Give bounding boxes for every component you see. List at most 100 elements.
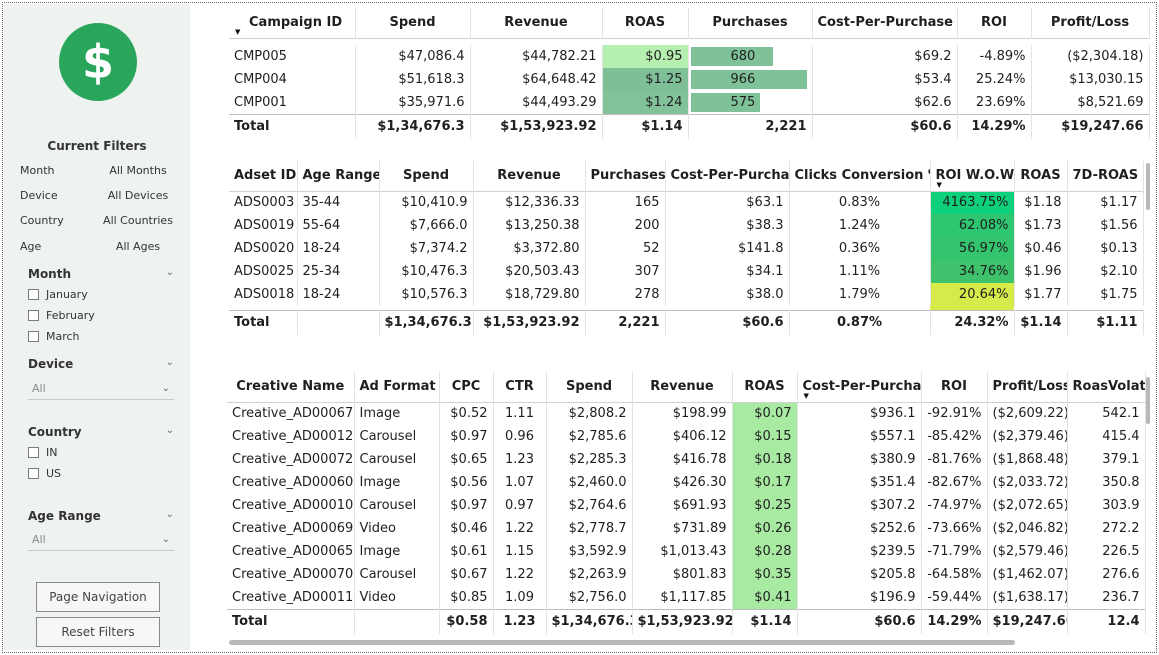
table-row[interactable]: CMP005 $47,086.4 $44,782.21 $0.95 680 $6… <box>229 45 1150 68</box>
spend-cell: $10,576.3 <box>379 283 474 306</box>
creative-name-cell: Creative_AD00012 <box>227 425 355 448</box>
ad-format-cell: Image <box>354 471 440 494</box>
table-row[interactable]: Creative_AD00070 Carousel $0.67 1.22 $2,263.… <box>227 563 1146 586</box>
total-roi: 14.29% <box>957 113 1032 139</box>
column-header-revenue[interactable]: Revenue <box>473 161 586 191</box>
total-age-range <box>297 309 380 335</box>
column-header-revenue[interactable]: Revenue <box>632 372 733 402</box>
adset-vertical-scrollbar[interactable] <box>1146 163 1150 210</box>
column-header-profit-loss[interactable]: Profit/Loss <box>1031 8 1150 38</box>
country-option-us[interactable]: US <box>28 465 61 481</box>
column-header-creative-name[interactable]: Creative Name <box>227 372 355 402</box>
ad-format-cell: Carousel <box>354 563 440 586</box>
table-row[interactable]: Creative_AD00012 Carousel $0.97 0.96 $2,785.… <box>227 425 1146 448</box>
column-header-cost-per-purchase[interactable]: Cost-Per-Purchase▼ <box>797 372 922 402</box>
device-dropdown[interactable]: All ⌄ <box>28 378 174 400</box>
column-header-roi-wow[interactable]: ROI W.O.W ▼ <box>930 161 1015 191</box>
column-header-clicks-conversion[interactable]: Clicks Conversion % <box>789 161 931 191</box>
table-row[interactable]: CMP004 $51,618.3 $64,648.42 $1.25 966 $5… <box>229 68 1150 91</box>
table-row[interactable]: Creative_AD00010 Carousel $0.97 0.97 $2,764.… <box>227 494 1146 517</box>
chevron-down-icon[interactable]: ⌄ <box>161 383 170 394</box>
table-row[interactable]: Creative_AD00069 Video $0.46 1.22 $2,778.7 $7… <box>227 517 1146 540</box>
country-option-in[interactable]: IN <box>28 444 57 460</box>
age-range-dropdown[interactable]: All ⌄ <box>28 529 174 551</box>
ctr-cell: 1.11 <box>493 402 547 425</box>
column-header-spend[interactable]: Spend <box>355 8 471 38</box>
total-profit-loss: $19,247.66 <box>1031 113 1150 139</box>
spend-cell: $10,410.9 <box>379 191 474 214</box>
column-header-spend[interactable]: Spend <box>546 372 633 402</box>
column-header-roi[interactable]: ROI <box>957 8 1032 38</box>
column-header-ad-format[interactable]: Ad Format <box>354 372 440 402</box>
column-header-adset-id[interactable]: Adset ID <box>229 161 298 191</box>
dropdown-value: All <box>32 533 46 546</box>
cpc-cell: $0.67 <box>439 563 494 586</box>
table-row[interactable]: ADS0018 18-24 $10,576.3 $18,729.80 278 $… <box>229 283 1144 306</box>
table-row[interactable]: ADS0025 25-34 $10,476.3 $20,503.43 307 $… <box>229 260 1144 283</box>
checkbox[interactable] <box>28 446 39 458</box>
roas-cell: $1.24 <box>602 91 689 114</box>
option-label: US <box>46 466 62 480</box>
revenue-cell: $13,250.38 <box>473 214 586 237</box>
table-row[interactable]: Creative_AD00067 Image $0.52 1.11 $2,808.2 $1… <box>227 402 1146 425</box>
roas-cell: $0.25 <box>732 494 798 517</box>
table-row[interactable]: Creative_AD00072 Carousel $0.65 1.23 $2,285.… <box>227 448 1146 471</box>
column-header-profit-loss[interactable]: Profit/Loss <box>987 372 1068 402</box>
ad-format-cell: Image <box>354 402 440 425</box>
column-header-roas[interactable]: ROAS <box>732 372 798 402</box>
checkbox[interactable] <box>28 467 39 479</box>
roi-cell: 25.24% <box>957 68 1032 91</box>
cost-per-purchase-cell: $34.1 <box>665 260 790 283</box>
table-row[interactable]: Creative_AD00060 Image $0.56 1.07 $2,460.0 $4… <box>227 471 1146 494</box>
sort-desc-icon[interactable]: ▼ <box>235 27 241 36</box>
creative-horizontal-scrollbar[interactable] <box>229 640 1015 645</box>
column-header-roas[interactable]: ROAS <box>602 8 689 38</box>
chevron-down-icon[interactable]: ⌄ <box>165 267 174 278</box>
column-header-cost-per-purchase[interactable]: Cost-Per-Purchase <box>665 161 790 191</box>
table-row[interactable]: Creative_AD00011 Video $0.85 1.09 $2,756.0 $1… <box>227 586 1146 609</box>
chevron-down-icon[interactable]: ⌄ <box>165 509 174 520</box>
reset-filters-button[interactable]: Reset Filters <box>36 617 160 647</box>
table-row[interactable]: ADS0020 18-24 $7,374.2 $3,372.80 52 $141… <box>229 237 1144 260</box>
revenue-cell: $18,729.80 <box>473 283 586 306</box>
table-row[interactable]: Creative_AD00065 Image $0.61 1.15 $3,592.9 $1… <box>227 540 1146 563</box>
checkbox[interactable] <box>28 330 39 342</box>
column-header-spend[interactable]: Spend <box>379 161 474 191</box>
page-navigation-button[interactable]: Page Navigation <box>36 582 160 612</box>
month-option-march[interactable]: March <box>28 328 80 344</box>
column-header-ctr[interactable]: CTR <box>493 372 547 402</box>
roas-cell: $1.18 <box>1014 191 1068 214</box>
table-row[interactable]: CMP001 $35,971.6 $44,493.29 $1.24 575 $6… <box>229 91 1150 114</box>
column-header-7d-roas[interactable]: 7D-ROAS <box>1067 161 1144 191</box>
column-header-revenue[interactable]: Revenue <box>470 8 603 38</box>
table-row[interactable]: ADS0003 35-44 $10,410.9 $12,336.33 165 $… <box>229 191 1144 214</box>
sort-desc-icon[interactable]: ▼ <box>803 391 809 400</box>
spend-cell: $51,618.3 <box>355 68 471 91</box>
purchases-cell: 200 <box>585 214 666 237</box>
adset-id-cell: ADS0020 <box>229 237 298 260</box>
column-header-roas[interactable]: ROAS <box>1014 161 1068 191</box>
month-option-january[interactable]: January <box>28 286 88 302</box>
column-header-purchases[interactable]: Purchases <box>585 161 666 191</box>
checkbox[interactable] <box>28 309 39 321</box>
column-header-roas-volatility[interactable]: RoasVolat <box>1067 372 1146 402</box>
chevron-down-icon[interactable]: ⌄ <box>161 534 170 545</box>
device-slicer-header[interactable]: Device ⌄ <box>28 357 174 375</box>
column-header-age-range[interactable]: Age Range <box>297 161 380 191</box>
table-row[interactable]: ADS0019 55-64 $7,666.0 $13,250.38 200 $3… <box>229 214 1144 237</box>
chevron-down-icon[interactable]: ⌄ <box>165 425 174 436</box>
column-header-roi[interactable]: ROI <box>921 372 988 402</box>
column-header-cpc[interactable]: CPC <box>439 372 494 402</box>
creative-vertical-scrollbar[interactable] <box>1146 377 1150 424</box>
month-option-february[interactable]: February <box>28 307 95 323</box>
month-slicer-header[interactable]: Month ⌄ <box>28 267 174 285</box>
column-header-purchases[interactable]: Purchases <box>688 8 813 38</box>
chevron-down-icon[interactable]: ⌄ <box>165 357 174 368</box>
age-range-slicer-header[interactable]: Age Range ⌄ <box>28 509 174 527</box>
checkbox[interactable] <box>28 288 39 300</box>
country-slicer-header[interactable]: Country ⌄ <box>28 425 174 443</box>
column-header-campaign-id[interactable]: ▼ Campaign ID <box>229 8 356 38</box>
column-header-cost-per-purchase[interactable]: Cost-Per-Purchase <box>812 8 958 38</box>
revenue-cell: $64,648.42 <box>470 68 603 91</box>
sort-desc-icon[interactable]: ▼ <box>936 180 942 189</box>
